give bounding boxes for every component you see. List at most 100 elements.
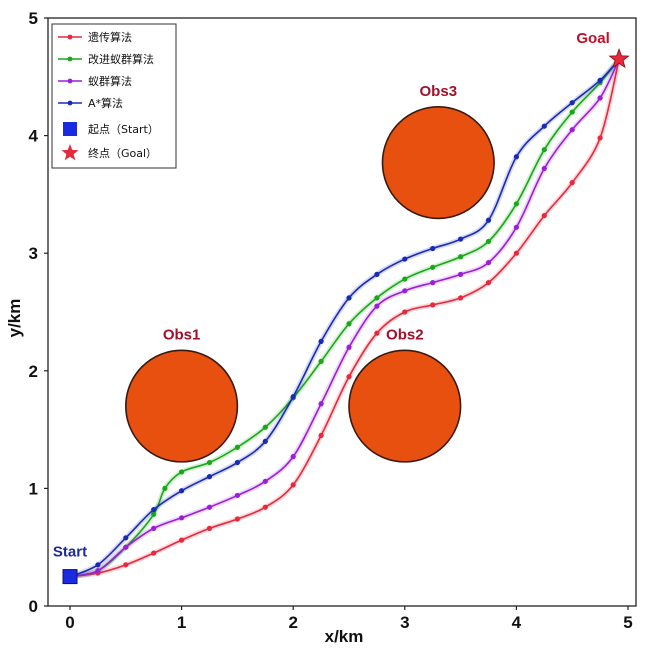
y-axis-label: y/km xyxy=(5,299,24,338)
series-point xyxy=(123,562,129,568)
series-point xyxy=(290,394,296,400)
series-point xyxy=(206,525,213,531)
series-point xyxy=(485,217,492,223)
series-point xyxy=(430,280,436,286)
series-point xyxy=(206,459,213,466)
y-tick-label: 4 xyxy=(29,127,39,146)
series-1 xyxy=(69,58,622,580)
obstacle-label: Obs1 xyxy=(163,326,201,343)
series-point xyxy=(541,212,547,219)
series-point xyxy=(485,280,492,286)
legend-entry: A*算法 xyxy=(88,96,123,110)
series-point xyxy=(374,271,380,277)
series-point xyxy=(485,260,492,266)
x-tick-label: 4 xyxy=(512,613,522,632)
series-point xyxy=(290,482,296,488)
x-tick-label: 3 xyxy=(400,613,409,632)
legend-start-icon xyxy=(63,122,77,136)
legend-entry: 蚁群算法 xyxy=(88,74,132,88)
series-point xyxy=(262,424,268,430)
goal-label: Goal xyxy=(576,30,609,47)
x-tick-label: 1 xyxy=(177,613,186,632)
series-point xyxy=(402,288,408,294)
obstacle-label: Obs3 xyxy=(420,83,458,100)
y-tick-label: 5 xyxy=(29,9,38,28)
series-point xyxy=(597,135,603,141)
obstacle-3 xyxy=(381,106,495,220)
series-point xyxy=(318,432,324,439)
series-line xyxy=(69,58,620,578)
series-point xyxy=(151,525,157,531)
series-point xyxy=(179,488,185,494)
series-point xyxy=(179,537,185,543)
series-point xyxy=(374,303,380,309)
series-point xyxy=(179,515,185,521)
series-point xyxy=(162,485,168,491)
series-point xyxy=(485,238,492,245)
x-tick-label: 2 xyxy=(288,613,297,632)
series-point xyxy=(569,127,575,133)
x-tick-label: 5 xyxy=(623,613,632,632)
series-point xyxy=(458,254,464,260)
series-point xyxy=(346,374,352,380)
start-label: Start xyxy=(53,544,87,561)
series-point xyxy=(318,401,324,407)
legend-entry-goal: 终点（Goal） xyxy=(88,146,157,160)
legend-box xyxy=(51,23,177,169)
series-3 xyxy=(69,58,622,580)
obstacle-2 xyxy=(348,349,462,463)
series-point xyxy=(430,302,436,308)
x-tick-label: 0 xyxy=(65,613,74,632)
obstacle-1 xyxy=(125,349,239,463)
series-point xyxy=(95,568,101,574)
series-point xyxy=(179,469,185,475)
series-point xyxy=(206,474,213,480)
start-goal-markers: Start Goal xyxy=(53,30,630,585)
axis-ticks: 0 1 2 3 4 5 0 1 2 3 4 5 xyxy=(29,9,633,632)
legend-entry-start: 起点（Start） xyxy=(88,123,159,136)
series-point xyxy=(597,95,603,101)
series-point xyxy=(513,201,520,207)
series-point xyxy=(262,478,268,484)
legend-dot xyxy=(67,78,73,84)
series-point xyxy=(95,562,101,568)
y-tick-label: 3 xyxy=(29,244,38,263)
series-point xyxy=(569,109,575,115)
series-point xyxy=(597,77,603,83)
legend-goal-icon xyxy=(61,144,79,161)
series-point xyxy=(123,544,129,550)
series-point xyxy=(123,535,129,541)
legend-entry: 遗传算法 xyxy=(88,30,132,44)
y-tick-label: 1 xyxy=(29,479,38,498)
series-point xyxy=(402,276,408,282)
series-point xyxy=(430,264,436,270)
series-point xyxy=(402,256,408,262)
series-point xyxy=(234,492,240,499)
series-4 xyxy=(69,57,621,579)
legend-entry: 改进蚁群算法 xyxy=(88,52,154,66)
series-point xyxy=(569,100,575,106)
series-point xyxy=(151,506,157,513)
series-point xyxy=(513,154,520,160)
series-point xyxy=(262,504,268,510)
obstacles: Obs1 Obs2 Obs3 xyxy=(125,83,495,463)
series-point xyxy=(458,271,464,277)
plot-frame xyxy=(47,17,637,607)
series-point xyxy=(318,338,324,344)
start-marker xyxy=(62,569,78,585)
series-point xyxy=(234,516,240,522)
series-2 xyxy=(69,57,622,580)
series-point xyxy=(374,330,380,336)
series-point xyxy=(541,165,547,172)
legend-dot xyxy=(67,56,73,62)
x-axis-label: x/km xyxy=(325,627,364,646)
series-lines xyxy=(69,57,622,580)
series-point xyxy=(430,245,436,252)
series-point xyxy=(234,459,240,466)
series-point xyxy=(234,444,240,450)
series-point xyxy=(458,295,464,301)
series-point xyxy=(151,511,157,517)
series-point xyxy=(374,295,380,301)
plot-border xyxy=(47,17,637,607)
